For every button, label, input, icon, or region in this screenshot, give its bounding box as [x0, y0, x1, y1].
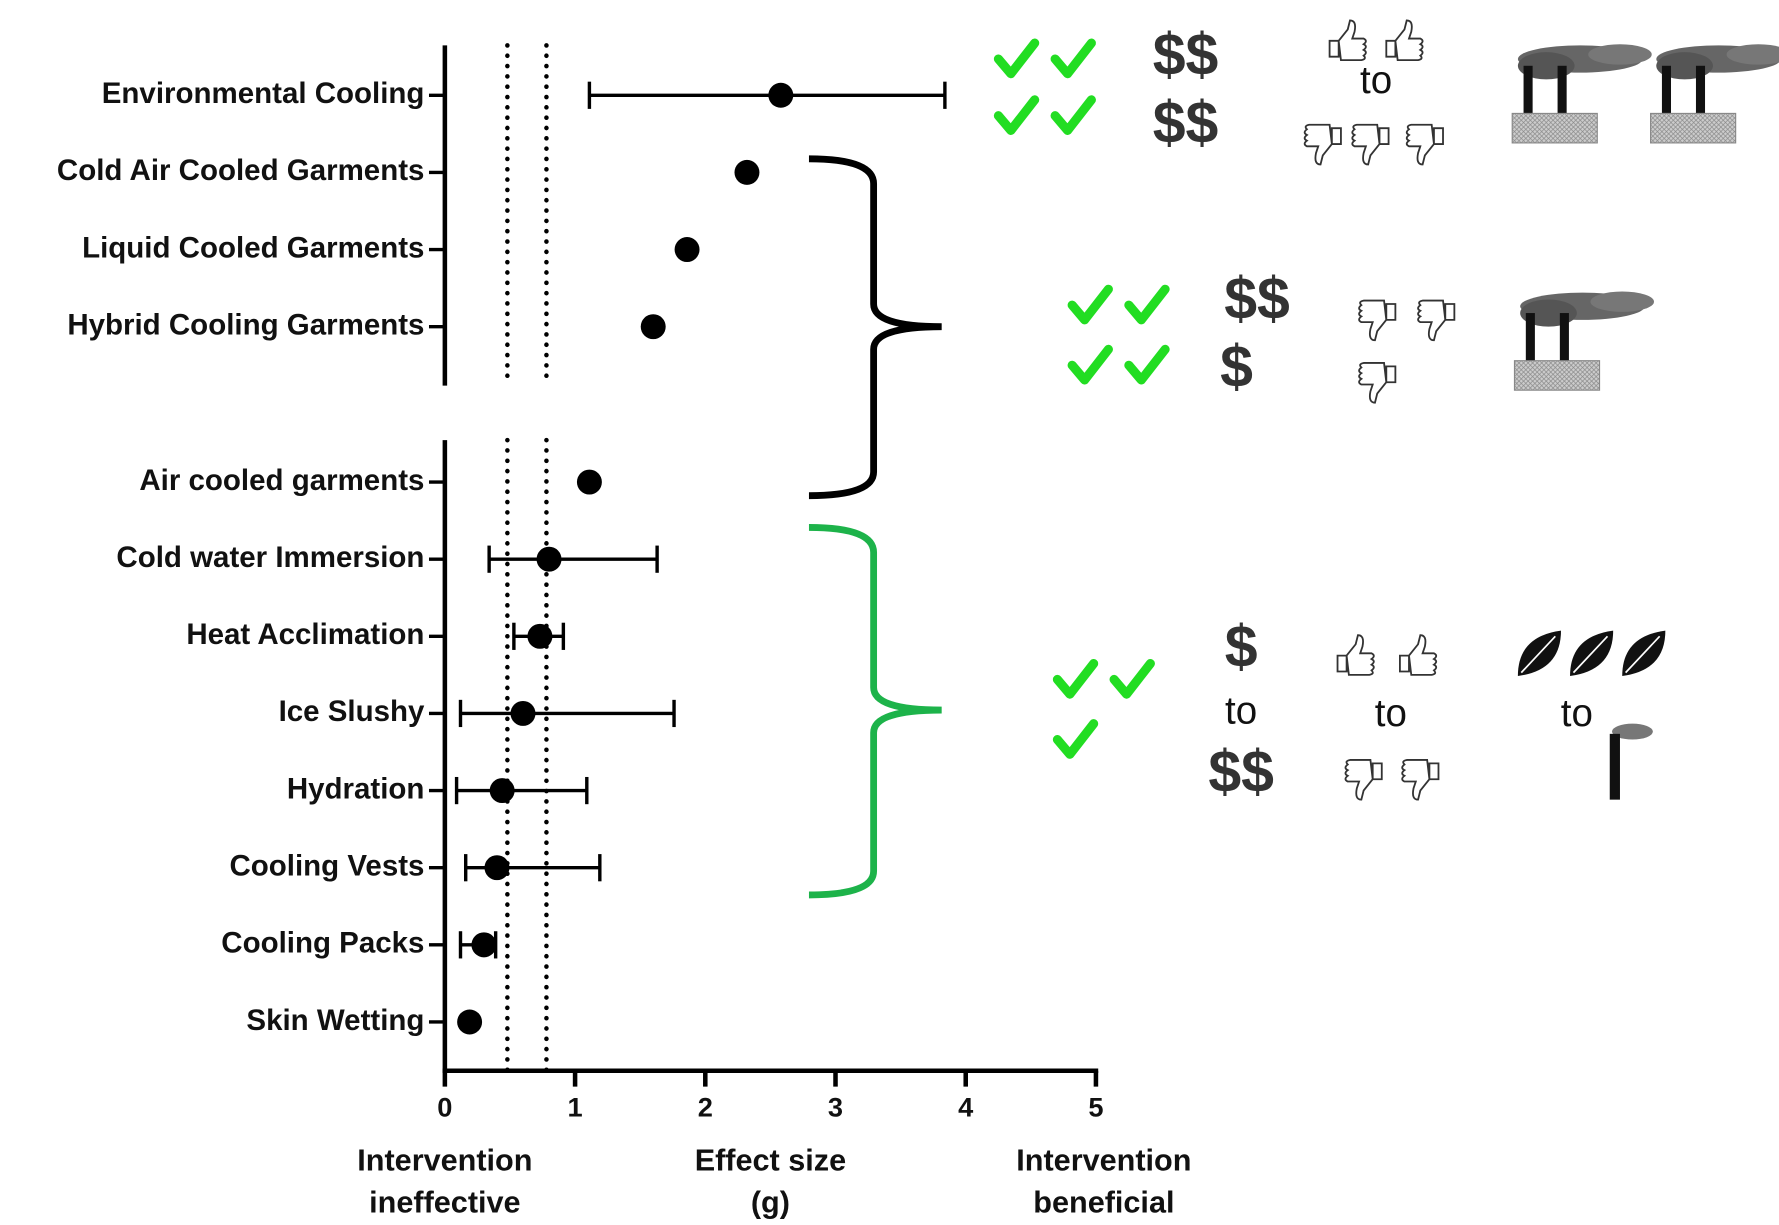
left-label: ineffective [369, 1186, 520, 1220]
cost-label: $$ [1153, 23, 1219, 88]
left-label: Intervention [357, 1144, 532, 1178]
y-tick-label: Hydration [287, 772, 425, 805]
point [641, 314, 666, 339]
point [734, 160, 759, 185]
x-tick-label: 3 [828, 1091, 843, 1122]
icons [998, 20, 1779, 799]
point [490, 778, 515, 803]
y-tick-label: Cold Air Cooled Garments [57, 154, 425, 187]
x-tick-label: 1 [568, 1091, 583, 1122]
point [471, 932, 496, 957]
x-axis-label: (g) [751, 1186, 790, 1220]
x-axis-label: Effect size [695, 1144, 846, 1178]
y-tick-label: Cooling Packs [221, 927, 424, 960]
y-tick-label: Ice Slushy [279, 695, 425, 728]
y-tick-label: Skin Wetting [246, 1004, 424, 1037]
x-tick-label: 4 [958, 1091, 973, 1122]
y-tick-label: Air cooled garments [139, 464, 424, 497]
cost-label: $$ [1208, 739, 1274, 804]
to-label: to [1225, 690, 1257, 733]
braces [809, 159, 942, 895]
cost-label: $ [1225, 615, 1258, 680]
y-tick-label: Environmental Cooling [102, 77, 425, 110]
y-tick-label: Heat Acclimation [186, 618, 424, 651]
y-tick-label: Cooling Vests [229, 850, 424, 883]
point [457, 1009, 482, 1034]
to-label: to [1360, 59, 1392, 102]
cost-label: $$ [1153, 91, 1219, 156]
point [768, 83, 793, 108]
point [577, 470, 602, 495]
point [527, 624, 552, 649]
cost-label: $ [1220, 334, 1253, 399]
point [511, 701, 536, 726]
cost-label: $$ [1224, 266, 1290, 331]
y-tick-label: Cold water Immersion [116, 541, 424, 574]
x-tick-label: 5 [1088, 1091, 1103, 1122]
y-tick-label: Liquid Cooled Garments [82, 231, 424, 264]
point [484, 855, 509, 880]
chart: $$ $$ to $$ $ $ to $$ to to Intervention… [0, 0, 1779, 1225]
point [537, 547, 562, 572]
to-label: to [1561, 692, 1593, 735]
right-label: beneficial [1033, 1186, 1174, 1220]
y-tick-label: Hybrid Cooling Garments [67, 308, 424, 341]
point [675, 237, 700, 262]
right-label: Intervention [1016, 1144, 1191, 1178]
to-label: to [1375, 692, 1407, 735]
x-tick-label: 2 [698, 1091, 713, 1122]
x-tick-label: 0 [437, 1091, 452, 1122]
